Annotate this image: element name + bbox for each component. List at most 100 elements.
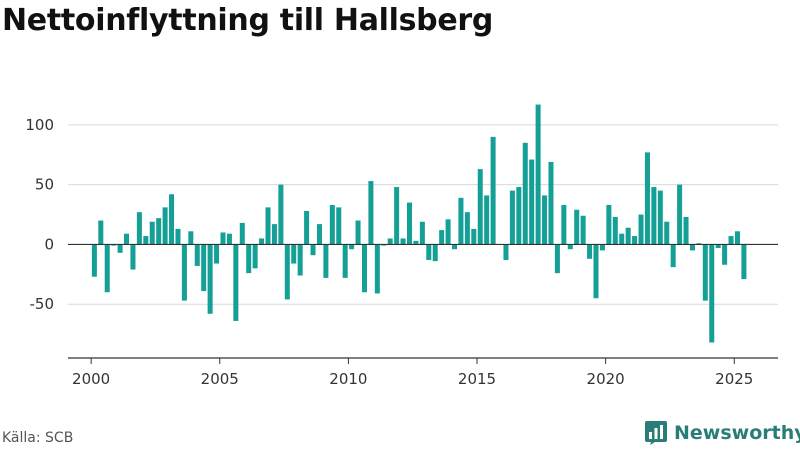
- bar: [625, 227, 631, 245]
- bar: [734, 231, 740, 245]
- bar: [554, 244, 560, 274]
- x-tick-label: 2005: [201, 370, 239, 388]
- bar: [181, 244, 187, 301]
- chart-title: Nettoinflyttning till Hallsberg: [2, 3, 494, 38]
- bar: [355, 220, 361, 245]
- y-tick-label: 100: [25, 116, 54, 134]
- bar: [593, 244, 599, 299]
- bar: [503, 244, 509, 260]
- bar: [342, 244, 348, 278]
- bar: [722, 244, 728, 265]
- newsworthy-icon: [645, 421, 667, 445]
- bar: [297, 244, 303, 276]
- bar: [284, 244, 290, 300]
- bar: [394, 187, 400, 245]
- bar: [664, 221, 670, 245]
- x-tick-label: 2015: [458, 370, 496, 388]
- bar: [644, 152, 650, 245]
- bar: [439, 230, 445, 245]
- bar: [715, 244, 721, 249]
- bar: [445, 219, 451, 245]
- bar: [207, 244, 213, 314]
- bar: [702, 244, 708, 301]
- bar: [535, 104, 541, 245]
- bar: [400, 238, 406, 245]
- bar: [124, 233, 130, 245]
- bar: [432, 244, 438, 262]
- bar: [452, 244, 458, 250]
- bar: [239, 222, 245, 245]
- bar: [104, 244, 110, 293]
- bar: [406, 202, 413, 245]
- bar: [136, 212, 142, 245]
- bar: [361, 244, 367, 293]
- bar: [509, 190, 515, 245]
- bar: [130, 244, 136, 270]
- axes: -50 0 50 100 2000 2005 2010 2015 2020 2025: [25, 116, 778, 388]
- bar: [516, 187, 522, 245]
- bar: [214, 244, 220, 264]
- bar: [683, 216, 689, 245]
- bar: [574, 209, 580, 245]
- bar: [226, 233, 232, 245]
- bar: [336, 207, 342, 245]
- bar: [91, 244, 97, 277]
- bar: [387, 238, 393, 245]
- bar: [169, 194, 175, 245]
- bar: [689, 244, 695, 251]
- x-tick-label: 2020: [587, 370, 625, 388]
- x-tick-label: 2025: [715, 370, 753, 388]
- bar: [484, 195, 490, 245]
- bar: [548, 161, 554, 245]
- bar: [265, 207, 271, 245]
- bar: [246, 244, 252, 274]
- bar: [542, 195, 548, 245]
- bar: [98, 220, 104, 245]
- bar: [471, 228, 477, 245]
- bar: [143, 236, 149, 245]
- bar: [413, 240, 419, 245]
- bar: [580, 215, 586, 245]
- bar: [156, 218, 162, 245]
- bar: [458, 197, 464, 245]
- bar: [149, 221, 155, 245]
- bar: [477, 169, 483, 245]
- bar: [426, 244, 432, 260]
- bar: [271, 224, 277, 245]
- bar: [175, 228, 181, 245]
- x-tick-label: 2000: [72, 370, 110, 388]
- bar: [329, 204, 335, 245]
- bar: [349, 244, 355, 250]
- bar: [117, 244, 123, 253]
- bar: [368, 181, 374, 245]
- bar: [619, 233, 625, 245]
- y-tick-label: -50: [30, 295, 55, 313]
- bar: [464, 212, 470, 245]
- bar: [651, 187, 657, 245]
- bar: [278, 184, 284, 245]
- bar: [587, 244, 593, 259]
- bar: [490, 136, 496, 245]
- bar: [670, 244, 676, 268]
- bar: [233, 244, 239, 321]
- bar: [194, 244, 200, 266]
- bar: [304, 210, 310, 245]
- bar: [201, 244, 207, 292]
- bar: [728, 236, 734, 245]
- bar: [561, 204, 567, 245]
- bar: [316, 224, 322, 245]
- bar: [310, 244, 316, 256]
- bar: [632, 236, 638, 245]
- bar: [323, 244, 329, 278]
- source-note: Källa: SCB: [2, 430, 74, 446]
- bar: [612, 216, 618, 245]
- bar: [567, 244, 573, 250]
- bar: [709, 244, 715, 343]
- x-tick-label: 2010: [329, 370, 367, 388]
- bar: [529, 159, 535, 245]
- bar: [677, 184, 683, 245]
- bar: [188, 231, 194, 245]
- bar: [741, 244, 747, 280]
- bars: [91, 104, 747, 343]
